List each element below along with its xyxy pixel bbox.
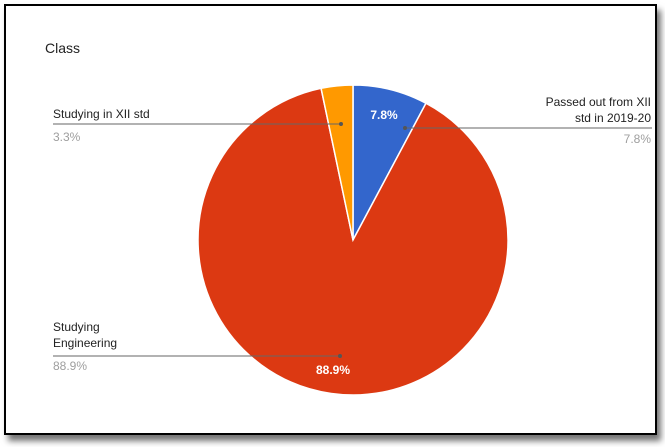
label-studying-xii: Studying in XII std [53,106,150,122]
label-passed-out-pct: 7.8% [623,132,651,146]
label-engineering-line1: Studying [53,320,100,334]
pie-slice-engineering [197,87,509,396]
label-studying-xii-pct: 3.3% [53,130,81,144]
label-studying-xii-line1: Studying in XII std [53,107,150,121]
label-passed-out: Passed out from XII std in 2019-20 [471,94,651,126]
label-engineering: Studying Engineering [53,319,117,351]
label-passed-out-line1: Passed out from XII [545,95,651,109]
slice-value-label-engineering: 88.9% [316,363,350,377]
chart-title: Class [45,40,81,56]
leader-dot-studying-xii [339,122,343,126]
leader-dot-engineering [338,354,342,358]
label-engineering-line2: Engineering [53,336,118,350]
label-engineering-pct: 88.9% [53,359,88,373]
slice-value-label-passed-out: 7.8% [370,108,398,122]
leader-dot-passed-out [403,126,407,130]
label-passed-out-line2: std in 2019-20 [574,111,651,125]
